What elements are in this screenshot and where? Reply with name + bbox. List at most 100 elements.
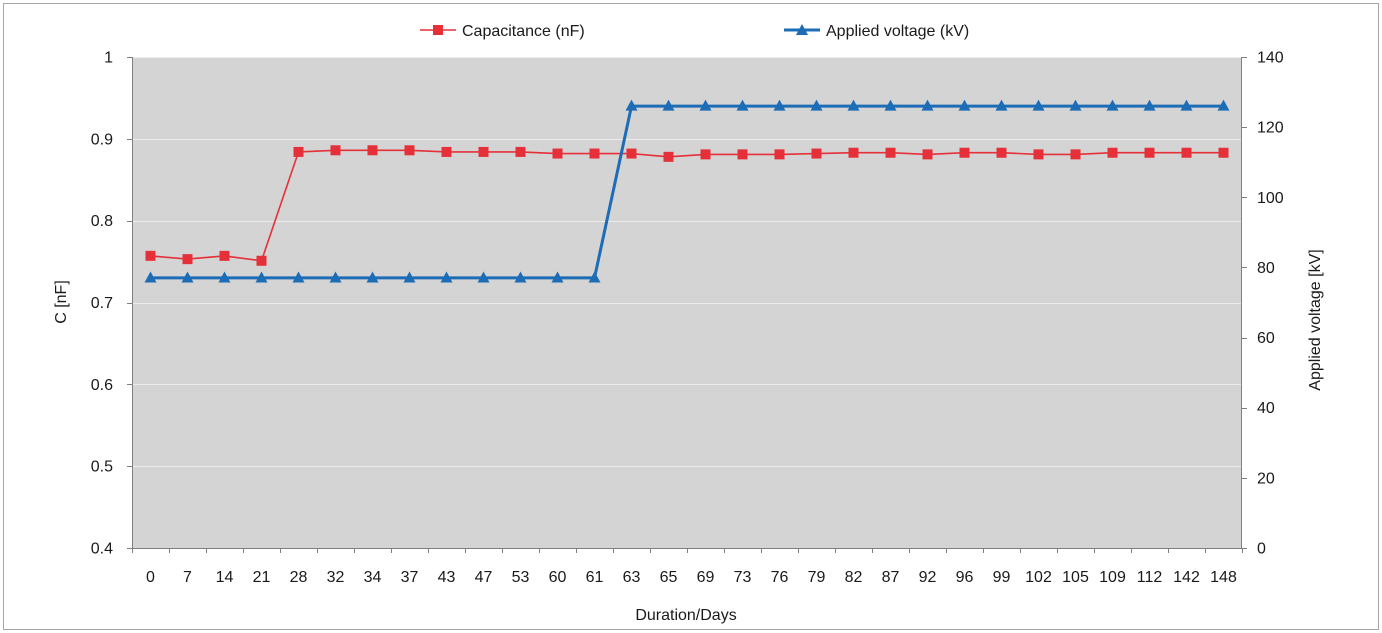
capacitance-point <box>1070 149 1081 160</box>
voltage-point <box>1069 99 1082 111</box>
capacitance-point <box>959 147 970 158</box>
capacitance-point <box>1218 147 1229 158</box>
x-tick-label: 69 <box>697 569 715 586</box>
x-tick-label: 96 <box>956 569 974 586</box>
voltage-point <box>625 99 638 111</box>
x-tick-label: 43 <box>438 569 456 586</box>
capacitance-point <box>663 151 674 162</box>
x-tick-label: 148 <box>1210 569 1237 586</box>
voltage-point <box>847 99 860 111</box>
capacitance-point <box>256 255 267 266</box>
x-tick-label: 60 <box>549 569 567 586</box>
capacitance-point <box>848 147 859 158</box>
capacitance-point <box>626 148 637 159</box>
capacitance-point <box>1144 147 1155 158</box>
capacitance-point <box>922 149 933 160</box>
capacitance-point <box>1181 147 1192 158</box>
y-tick-label: 0.4 <box>91 541 113 558</box>
y2-tick-label: 40 <box>1257 400 1275 417</box>
y2-tick-label: 140 <box>1257 50 1284 67</box>
x-tick-label: 0 <box>146 569 155 586</box>
capacitance-point <box>996 147 1007 158</box>
x-tick-label: 105 <box>1062 569 1089 586</box>
series-voltage <box>144 99 1230 283</box>
voltage-point <box>218 271 231 283</box>
voltage-point <box>403 271 416 283</box>
y2-tick-label: 100 <box>1257 190 1284 207</box>
x-tick-label: 14 <box>216 569 234 586</box>
capacitance-point <box>441 146 452 157</box>
x-tick-label: 37 <box>401 569 419 586</box>
x-tick-label: 87 <box>882 569 900 586</box>
voltage-point <box>1143 99 1156 111</box>
capacitance-point <box>1107 147 1118 158</box>
voltage-point <box>810 99 823 111</box>
x-tick-label: 102 <box>1025 569 1052 586</box>
capacitance-point <box>700 149 711 160</box>
x-tick-label: 112 <box>1137 569 1163 586</box>
voltage-point <box>588 271 601 283</box>
voltage-point <box>514 271 527 283</box>
y2-axis-title: Applied voltage [kV] <box>1307 249 1324 390</box>
voltage-point <box>699 99 712 111</box>
y2-tick-label: 80 <box>1257 260 1275 277</box>
capacitance-point <box>589 148 600 159</box>
capacitance-point <box>552 148 563 159</box>
capacitance-point <box>145 250 156 261</box>
series <box>144 99 1230 283</box>
voltage-point <box>1106 99 1119 111</box>
capacitance-point <box>885 147 896 158</box>
legend-item-voltage: Applied voltage (kV) <box>784 23 969 40</box>
voltage-point <box>958 99 971 111</box>
x-tick-label: 21 <box>253 569 271 586</box>
capacitance-line <box>150 149 1224 262</box>
voltage-point <box>662 99 675 111</box>
capacitance-point <box>404 145 415 156</box>
voltage-point <box>884 99 897 111</box>
capacitance-point <box>367 145 378 156</box>
x-axis-title: Duration/Days <box>635 607 736 624</box>
legend-voltage-triangle-marker <box>796 24 808 35</box>
capacitance-point <box>811 148 822 159</box>
x-tick-label: 34 <box>364 569 382 586</box>
voltage-point <box>292 271 305 283</box>
gridlines <box>132 57 1242 467</box>
y-tick-label: 0.6 <box>91 377 113 394</box>
y-tick-label: 1 <box>104 50 113 67</box>
voltage-point <box>995 99 1008 111</box>
voltage-point <box>181 271 194 283</box>
voltage-point <box>1032 99 1045 111</box>
voltage-point <box>366 271 379 283</box>
x-tick-label: 65 <box>660 569 678 586</box>
x-tick-label: 28 <box>290 569 308 586</box>
voltage-point <box>773 99 786 111</box>
x-tick-label: 109 <box>1099 569 1126 586</box>
x-tick-label: 79 <box>808 569 826 586</box>
voltage-point <box>329 271 342 283</box>
capacitance-point <box>737 149 748 160</box>
voltage-point <box>440 271 453 283</box>
legend-voltage-label: Applied voltage (kV) <box>826 23 969 40</box>
y2-tick-label: 0 <box>1257 541 1266 558</box>
x-tick-label: 7 <box>183 569 192 586</box>
x-tick-label: 63 <box>623 569 641 586</box>
capacitance-point <box>515 146 526 157</box>
capacitance-point <box>478 146 489 157</box>
legend-item-capacitance: Capacitance (nF) <box>420 23 585 40</box>
plot-area <box>132 57 1242 548</box>
capacitance-point <box>293 146 304 157</box>
y-axis-title: C [nF] <box>53 280 70 324</box>
x-tick-label: 53 <box>512 569 530 586</box>
y-tick-label: 0.7 <box>91 295 113 312</box>
legend-capacitance-square-marker <box>433 25 443 35</box>
x-tick-label: 76 <box>771 569 789 586</box>
voltage-point <box>1217 99 1230 111</box>
y2-tick-label: 60 <box>1257 330 1275 347</box>
legend-capacitance-label: Capacitance (nF) <box>462 23 585 40</box>
voltage-point <box>736 99 749 111</box>
y2-tick-label: 20 <box>1257 470 1275 487</box>
capacitance-point <box>774 149 785 160</box>
x-tick-label: 99 <box>993 569 1011 586</box>
